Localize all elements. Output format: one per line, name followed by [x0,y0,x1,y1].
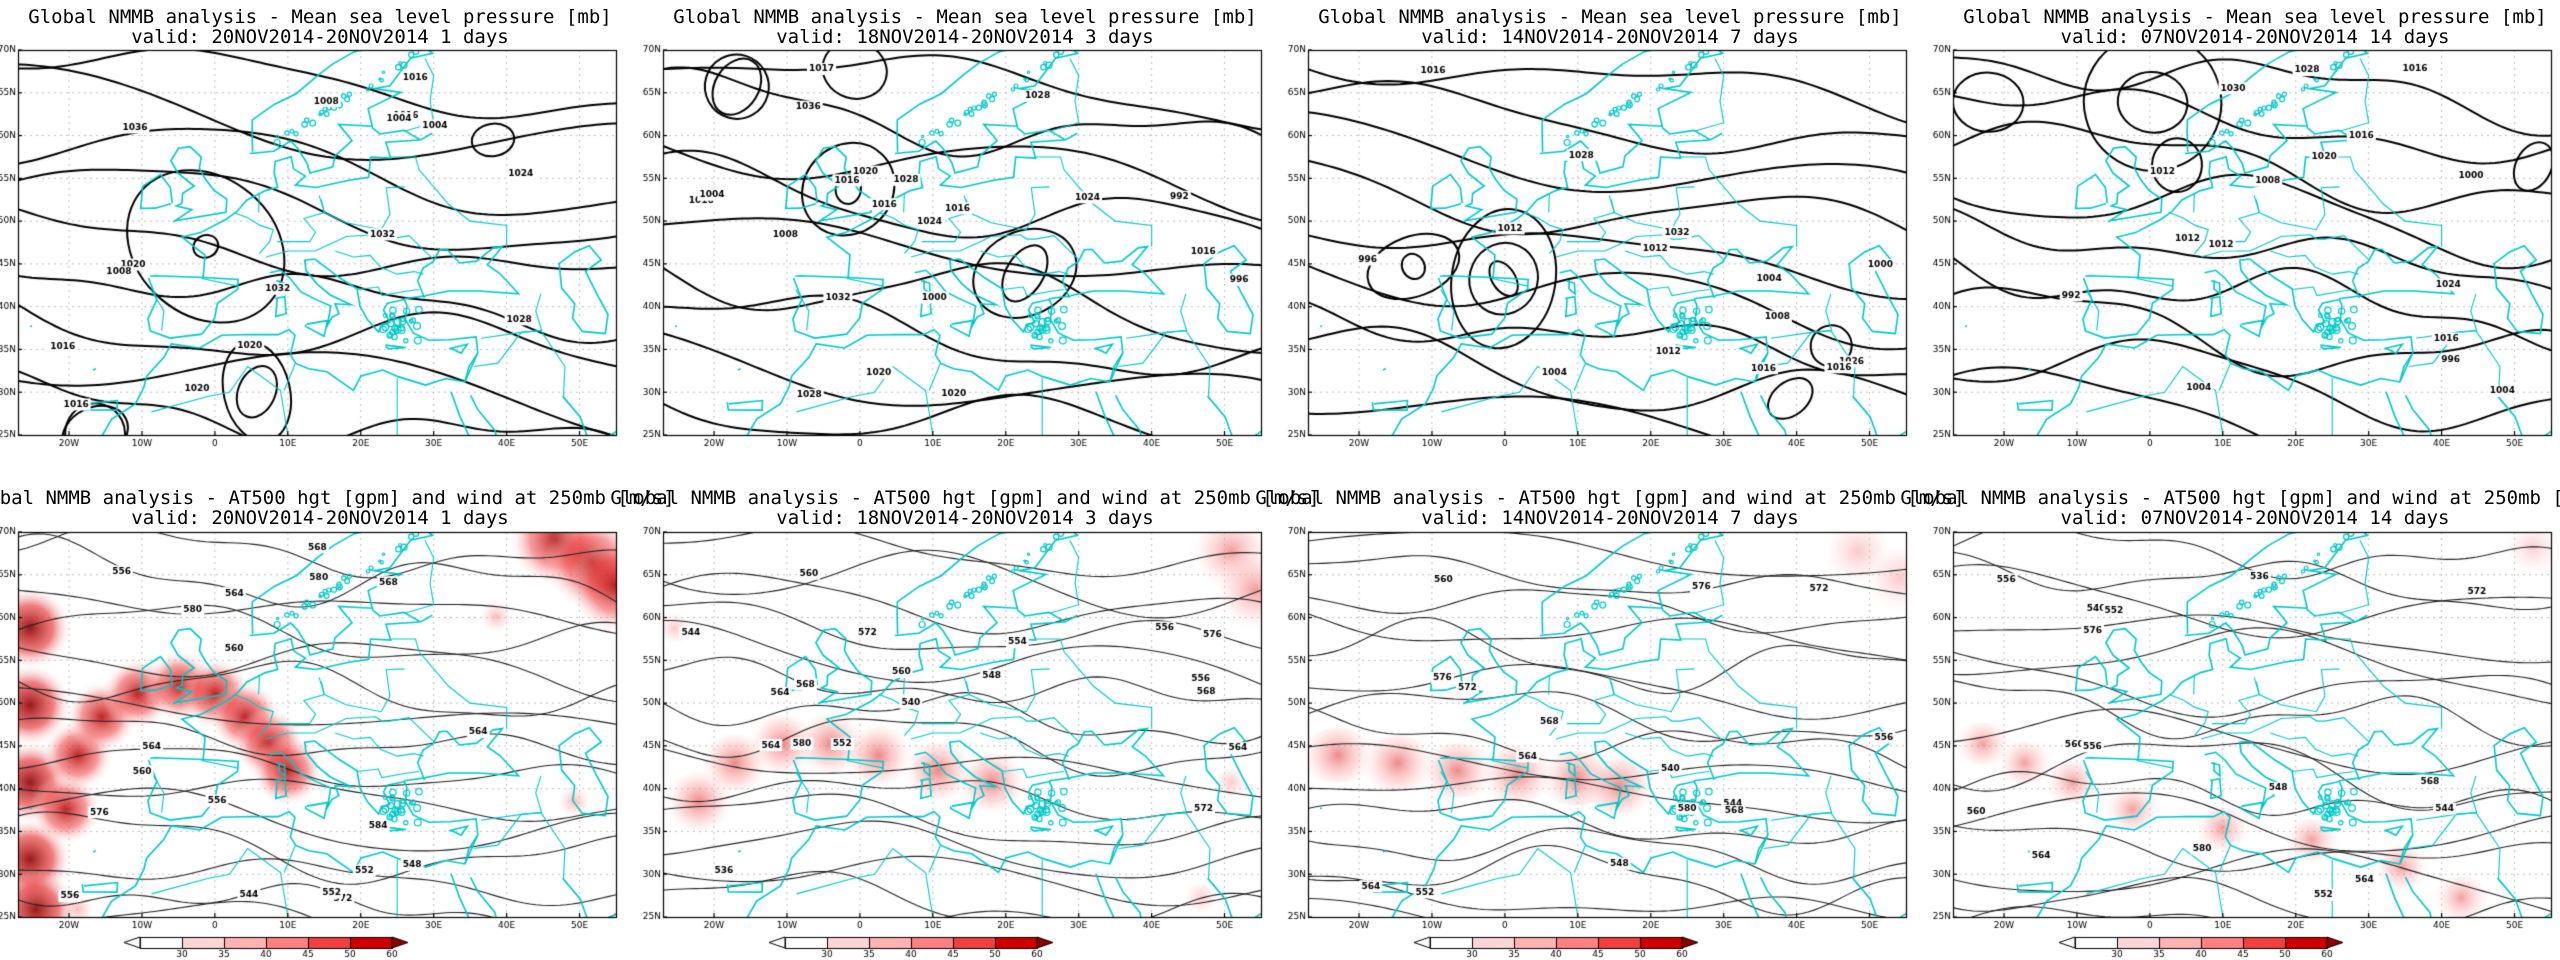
panel-title-r0c3: Global NMMB analysis - Mean sea level pr… [1963,7,2546,47]
panel-valid-text: valid: 20NOV2014-20NOV2014 1 days [131,507,509,529]
panel-title-r0c1: Global NMMB analysis - Mean sea level pr… [673,7,1256,47]
panel-title-r1c3: Global NMMB analysis - AT500 hgt [gpm] a… [1900,488,2560,528]
panel-title-r1c0: Global NMMB analysis - AT500 hgt [gpm] a… [0,488,675,528]
panel-valid-text: valid: 07NOV2014-20NOV2014 14 days [2060,26,2450,48]
panel-title-r0c0: Global NMMB analysis - Mean sea level pr… [28,7,611,47]
panel-title-text: Global NMMB analysis - Mean sea level pr… [1318,6,1902,28]
panel-title-text: Global NMMB analysis - AT500 hgt [gpm] a… [610,487,1320,509]
panel-title-text: Global NMMB analysis - AT500 hgt [gpm] a… [0,487,675,509]
panel-valid-text: valid: 18NOV2014-20NOV2014 3 days [776,507,1154,529]
panel-valid-text: valid: 07NOV2014-20NOV2014 14 days [2060,507,2450,529]
panel-title-text: Global NMMB analysis - AT500 hgt [gpm] a… [1255,487,1965,509]
panel-title-r0c2: Global NMMB analysis - Mean sea level pr… [1318,7,1901,47]
panel-valid-text: valid: 18NOV2014-20NOV2014 3 days [776,26,1154,48]
panel-title-text: Global NMMB analysis - Mean sea level pr… [28,6,612,28]
panel-valid-text: valid: 20NOV2014-20NOV2014 1 days [131,26,509,48]
panel-title-r1c1: Global NMMB analysis - AT500 hgt [gpm] a… [610,488,1319,528]
panel-title-text: Global NMMB analysis - AT500 hgt [gpm] a… [1900,487,2560,509]
panel-title-text: Global NMMB analysis - Mean sea level pr… [1963,6,2547,28]
panel-valid-text: valid: 14NOV2014-20NOV2014 7 days [1421,26,1799,48]
panel-valid-text: valid: 14NOV2014-20NOV2014 7 days [1421,507,1799,529]
panel-title-r1c2: Global NMMB analysis - AT500 hgt [gpm] a… [1255,488,1964,528]
panel-title-text: Global NMMB analysis - Mean sea level pr… [673,6,1257,28]
